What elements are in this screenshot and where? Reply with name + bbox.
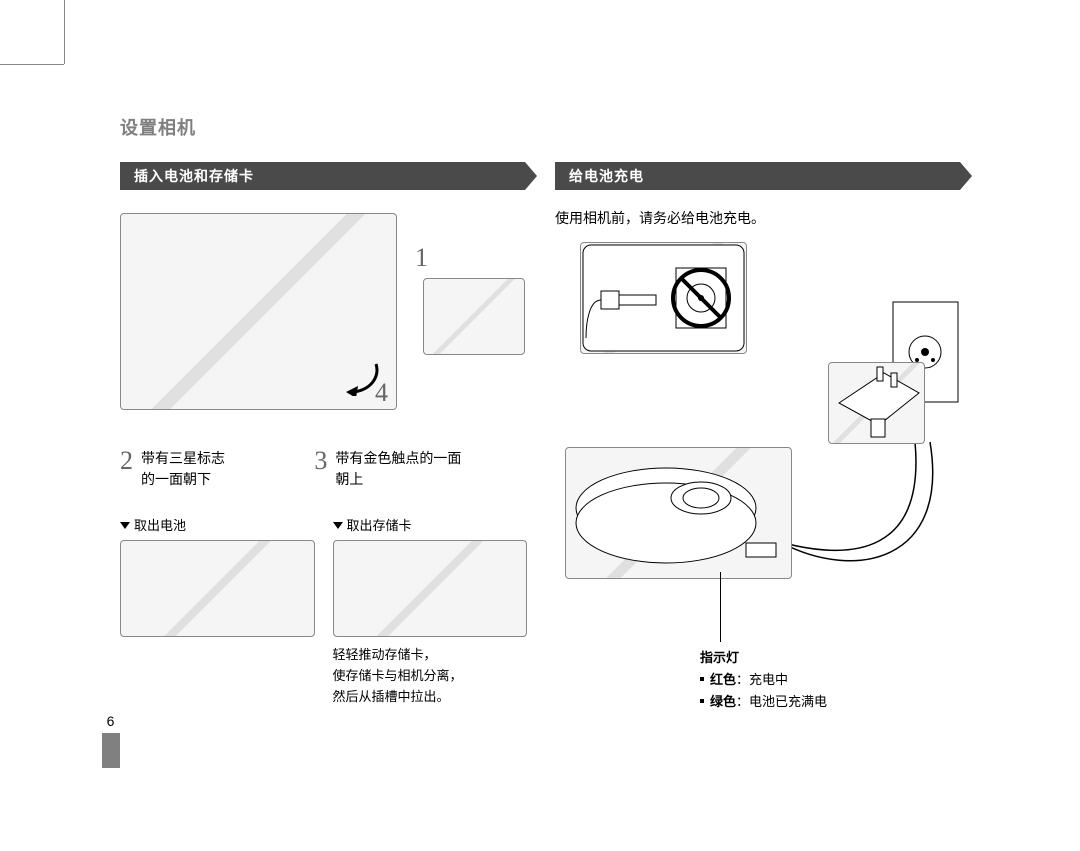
- charging-figure: [555, 242, 960, 637]
- eject-card-note: 轻轻推动存储卡， 使存储卡与相机分离， 然后从插槽中拉出。: [333, 645, 526, 707]
- eject-card-block: 取出存储卡 轻轻推动存储卡， 使存储卡与相机分离， 然后从插槽中拉出。: [333, 515, 526, 707]
- power-adapter-illustration: [828, 362, 925, 444]
- insert-header-label: 插入电池和存储卡: [134, 166, 254, 186]
- indicator-title: 指示灯: [700, 647, 960, 669]
- indicator-green-text: ：电池已充满电: [736, 694, 827, 709]
- left-column: 插入电池和存储卡 1 4 2 带有三星标志 的一面朝下 3: [120, 162, 525, 713]
- indicator-red-row: 红色：充电中: [700, 669, 960, 691]
- ribbon-arrow-icon: [960, 162, 972, 190]
- eject-battery-block: 取出电池: [120, 515, 313, 707]
- page-thumb-tab: [102, 733, 120, 768]
- eject-card-illustration: [333, 540, 528, 637]
- page-content: 设置相机 插入电池和存储卡 1 4 2 带有三星标志 的: [120, 114, 960, 713]
- insert-battery-card-header: 插入电池和存储卡: [120, 162, 525, 190]
- right-column: 给电池充电 使用相机前，请务必给电池充电。: [555, 162, 960, 713]
- charge-battery-header: 给电池充电: [555, 162, 960, 190]
- two-column-layout: 插入电池和存储卡 1 4 2 带有三星标志 的一面朝下 3: [120, 162, 960, 713]
- step-3: 3 带有金色触点的一面 朝上: [314, 448, 525, 490]
- eject-card-label: 取出存储卡: [333, 515, 526, 534]
- page-number-tab: 6: [98, 713, 123, 768]
- insert-figure-main: 1 4: [120, 208, 525, 438]
- eject-card-text: 取出存储卡: [347, 518, 412, 533]
- bullet-icon: [700, 677, 704, 681]
- step-2-text: 带有三星标志 的一面朝下: [141, 448, 225, 490]
- ribbon-arrow-icon: [525, 162, 537, 190]
- step-3-number: 3: [314, 448, 327, 474]
- eject-battery-label: 取出电池: [120, 515, 313, 534]
- step1-detail-illustration: [423, 278, 525, 355]
- indicator-red-text: ：充电中: [736, 672, 788, 687]
- close-arrow-icon: [338, 358, 386, 396]
- indicator-red-label: 红色: [710, 672, 736, 687]
- step-3-text: 带有金色触点的一面 朝上: [335, 448, 461, 490]
- indicator-green-label: 绿色: [710, 694, 736, 709]
- eject-battery-text: 取出电池: [134, 518, 186, 533]
- indicator-leader-line: [720, 572, 721, 642]
- triangle-down-icon: [120, 522, 130, 529]
- crop-mark: [0, 0, 90, 90]
- triangle-down-icon: [333, 522, 343, 529]
- indicator-legend: 指示灯 红色：充电中 绿色：电池已充满电: [700, 647, 960, 713]
- step-1-number: 1: [415, 243, 428, 273]
- eject-row: 取出电池 取出存储卡 轻轻推动存储卡， 使存储卡与相机分离， 然后从插槽中拉出。: [120, 515, 525, 707]
- do-not-direct-plug-illustration: [580, 242, 747, 354]
- eject-battery-illustration: [120, 540, 315, 637]
- camera-connected-illustration: [565, 447, 792, 579]
- page-title: 设置相机: [120, 114, 960, 140]
- indicator-green-row: 绿色：电池已充满电: [700, 691, 960, 713]
- page-number: 6: [98, 713, 123, 729]
- step-2: 2 带有三星标志 的一面朝下: [120, 448, 314, 490]
- charge-instruction-note: 使用相机前，请务必给电池充电。: [555, 208, 960, 228]
- charge-header-label: 给电池充电: [569, 166, 644, 186]
- step-2-3-row: 2 带有三星标志 的一面朝下 3 带有金色触点的一面 朝上: [120, 448, 525, 490]
- bullet-icon: [700, 699, 704, 703]
- step-2-number: 2: [120, 448, 133, 474]
